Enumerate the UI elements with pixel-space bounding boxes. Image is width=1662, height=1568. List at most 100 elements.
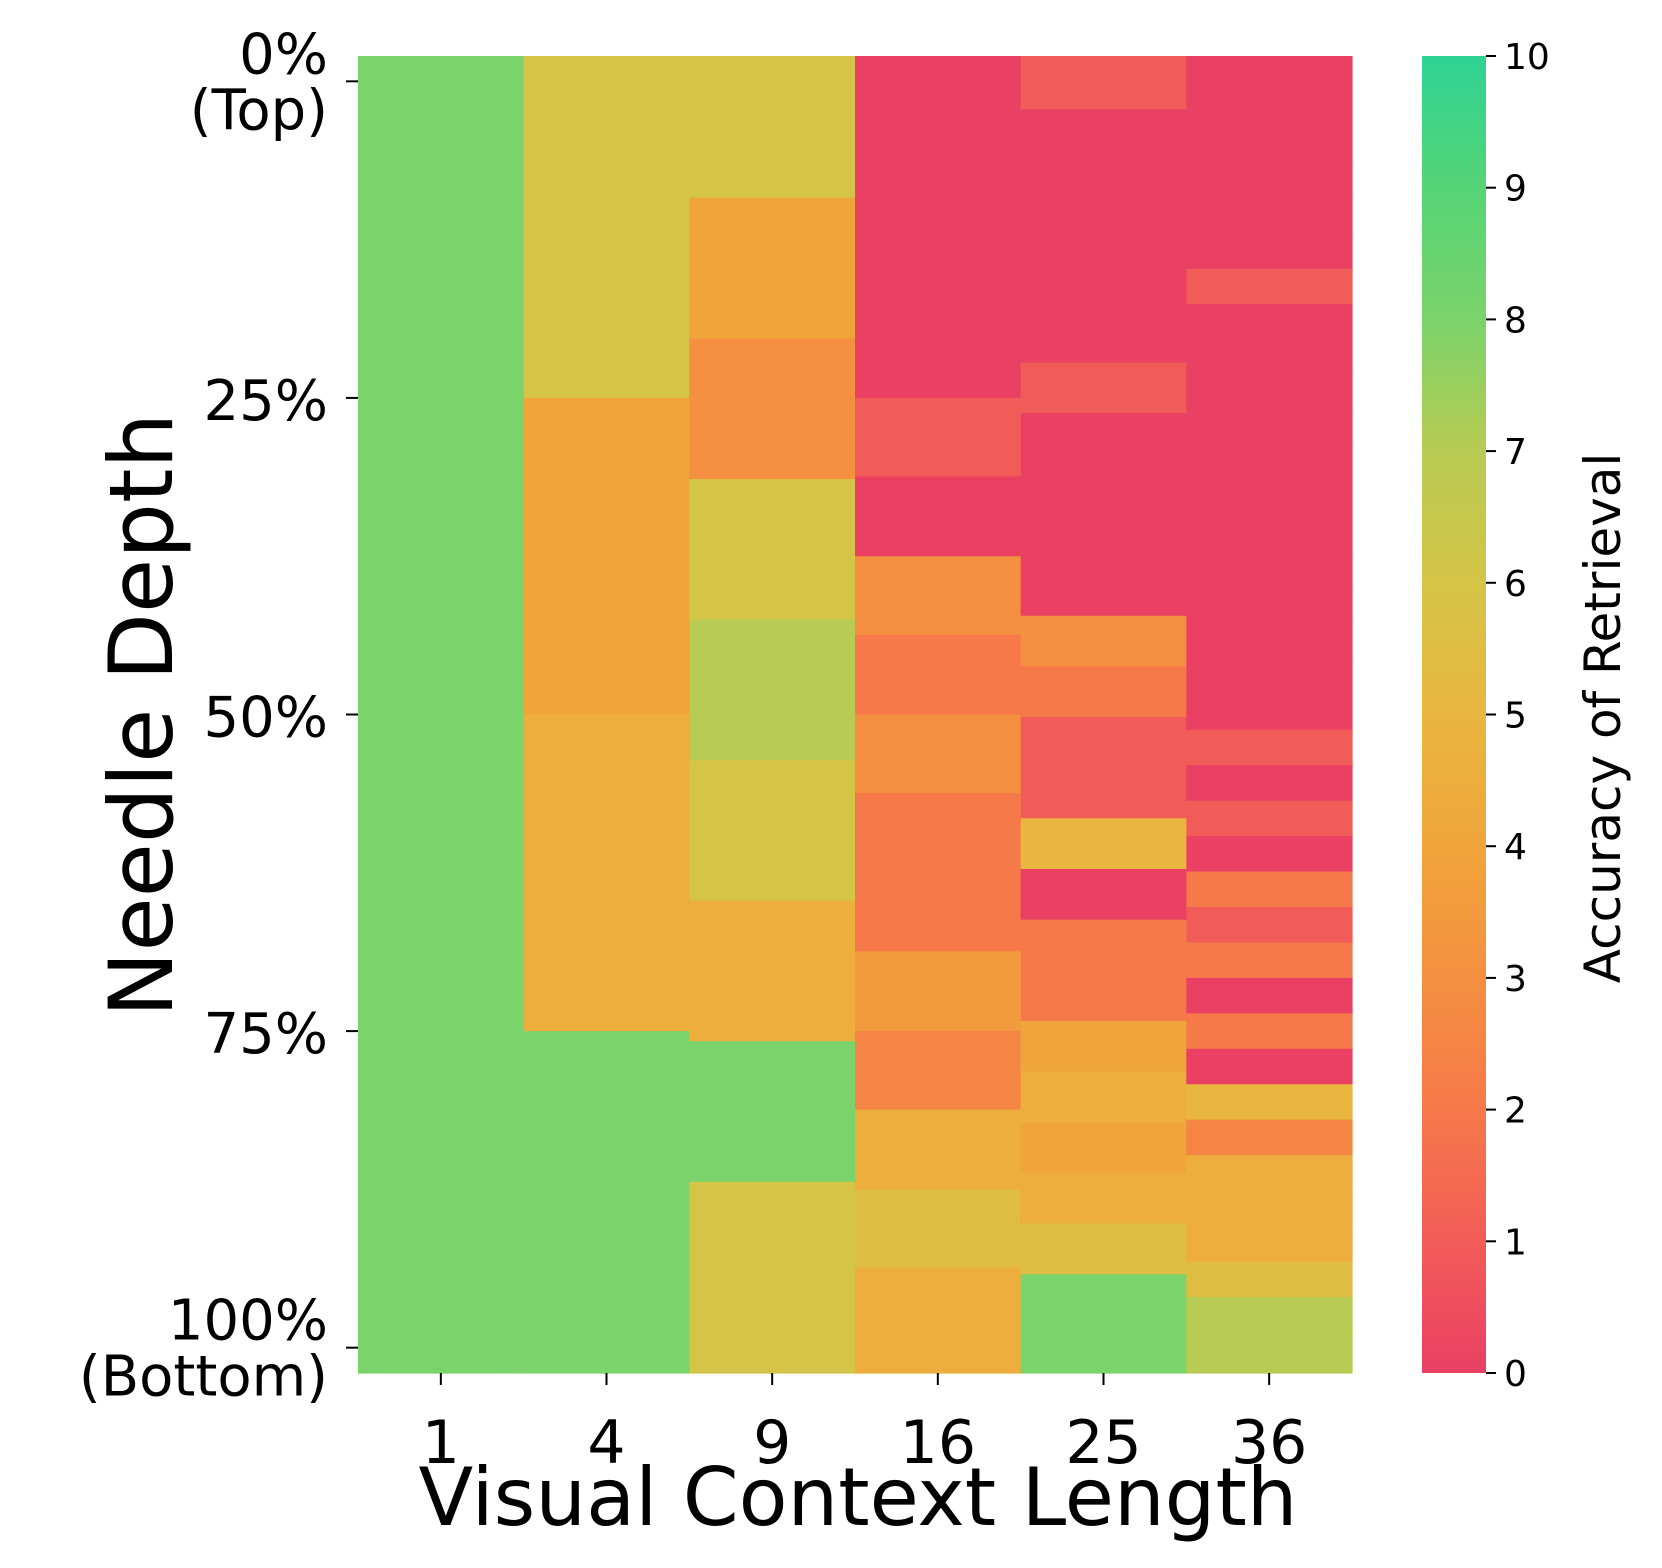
- colorbar-gradient: [1422, 56, 1486, 1373]
- heatmap-cell-9-7: [689, 1041, 856, 1183]
- heatmap-cell-25-20: [1020, 1071, 1187, 1123]
- colorbar: 0 1 2 3 4 5 6 7 8 9 10: [1422, 37, 1550, 1395]
- heatmap-cell-25-5: [1020, 311, 1187, 364]
- colorbar-tick-label: 3: [1504, 959, 1527, 1000]
- y-tick-label: (Bottom): [79, 1345, 328, 1410]
- heatmap-cell-25-24: [1020, 1274, 1187, 1326]
- heatmap-cell-36-16: [1186, 658, 1353, 695]
- heatmap-cell-36-24: [1186, 942, 1353, 979]
- heatmap-cell-9-4: [689, 619, 856, 761]
- heatmap-cell-36-23: [1186, 906, 1353, 944]
- heatmap-cell-36-22: [1186, 871, 1353, 908]
- colorbar-label: Accuracy of Retrieval: [1574, 453, 1632, 983]
- y-axis-ticks: 0%(Top) 25% 50% 75% 100%(Bottom): [79, 22, 358, 1410]
- heatmap-cell-16-12: [855, 1267, 1022, 1374]
- colorbar-tick-label: 10: [1504, 37, 1550, 78]
- heatmap-cell-36-20: [1186, 800, 1353, 837]
- heatmap-cell-25-13: [1020, 717, 1187, 769]
- heatmap-cell-36-26: [1186, 1013, 1353, 1050]
- heatmap-cell-25-12: [1020, 666, 1187, 718]
- colorbar-tick-label: 2: [1504, 1091, 1527, 1132]
- heatmap-cell-16-8: [855, 951, 1022, 1032]
- heatmap-cell-36-3: [1186, 197, 1353, 234]
- heatmap-cell-4-0: [523, 56, 690, 399]
- heatmap-cell-25-14: [1020, 767, 1187, 819]
- x-axis-label: Visual Context Length: [418, 1451, 1297, 1544]
- heatmap-cell-36-7: [1186, 339, 1353, 376]
- y-tick-label: 0%: [239, 22, 328, 87]
- heatmap-cell-4-2: [523, 714, 690, 1032]
- heatmap-cell-36-19: [1186, 765, 1353, 802]
- heatmap-cell-9-6: [689, 900, 856, 1042]
- heatmap-cell-25-10: [1020, 565, 1187, 617]
- heatmap-cell-36-27: [1186, 1048, 1353, 1085]
- heatmap-cell-16-6: [855, 793, 1022, 874]
- heatmap-cell-16-1: [855, 397, 1022, 478]
- heatmap-cell-25-23: [1020, 1223, 1187, 1275]
- heatmap-cell-25-18: [1020, 970, 1187, 1022]
- heatmap-cell-36-21: [1186, 836, 1353, 873]
- heatmap-cell-16-7: [855, 872, 1022, 952]
- heatmap-cell-25-16: [1020, 868, 1187, 921]
- y-tick-label: 50%: [204, 686, 328, 751]
- heatmap-cell-36-8: [1186, 375, 1353, 412]
- heatmap-cell-36-10: [1186, 446, 1353, 483]
- heatmap-cell-9-3: [689, 478, 856, 621]
- heatmap-cell-36-34: [1186, 1297, 1353, 1334]
- heatmap-cell-36-1: [1186, 126, 1353, 163]
- heatmap-cell-25-19: [1020, 1020, 1187, 1073]
- heatmap-cell-36-12: [1186, 516, 1353, 554]
- x-tick-label: 16: [900, 1408, 976, 1478]
- x-tick-label: 36: [1231, 1408, 1307, 1478]
- heatmap-cell-36-9: [1186, 410, 1353, 447]
- heatmap-cell-16-3: [855, 556, 1022, 636]
- heatmap-cell-25-2: [1020, 159, 1187, 212]
- heatmap-cell-36-32: [1186, 1226, 1353, 1263]
- heatmap-cell-16-5: [855, 714, 1022, 794]
- heatmap-cell-16-9: [855, 1031, 1022, 1111]
- heatmap-cell-25-21: [1020, 1122, 1187, 1174]
- colorbar-tick-label: 8: [1504, 300, 1527, 341]
- heatmap-cell-25-17: [1020, 919, 1187, 971]
- heatmap-cell-25-9: [1020, 514, 1187, 566]
- y-tick-label: 75%: [204, 1002, 328, 1067]
- heatmap-cell-36-0: [1186, 56, 1353, 128]
- heatmap-cell-36-25: [1186, 977, 1353, 1014]
- heatmap-cell-25-7: [1020, 413, 1187, 465]
- heatmap-cell-16-0: [855, 56, 1022, 399]
- y-axis-label: Needle Depth: [90, 413, 193, 1018]
- heatmap-cell-25-0: [1020, 56, 1187, 110]
- heatmap-cell-25-1: [1020, 109, 1187, 161]
- heatmap-cell-36-18: [1186, 729, 1353, 766]
- heatmap-cell-25-3: [1020, 210, 1187, 262]
- colorbar-tick-label: 7: [1504, 432, 1527, 473]
- heatmap-cell-36-2: [1186, 162, 1353, 199]
- heatmap-cell-25-6: [1020, 362, 1187, 414]
- heatmap-cell-25-11: [1020, 615, 1187, 667]
- heatmap-cell-36-28: [1186, 1084, 1353, 1121]
- heatmap-cell-9-1: [689, 197, 856, 339]
- heatmap-cell-36-13: [1186, 552, 1353, 589]
- colorbar-tick-label: 1: [1504, 1222, 1527, 1263]
- heatmap-cell-9-2: [689, 338, 856, 480]
- heatmap-cell-36-35: [1186, 1332, 1353, 1374]
- heatmap-cell-36-4: [1186, 233, 1353, 270]
- heatmap-cell-16-4: [855, 634, 1022, 716]
- heatmap-cell-4-3: [523, 1031, 690, 1374]
- colorbar-tick-label: 5: [1504, 696, 1527, 737]
- x-tick-label: 4: [587, 1408, 625, 1478]
- heatmap-cell-25-4: [1020, 261, 1187, 313]
- heatmap-cell-9-8: [689, 1181, 856, 1374]
- heatmap-cell-36-11: [1186, 481, 1353, 518]
- colorbar-tick-label: 4: [1504, 827, 1527, 868]
- x-tick-label: 9: [753, 1408, 791, 1478]
- heatmap-cell-36-15: [1186, 623, 1353, 660]
- heatmap-cell-36-5: [1186, 268, 1353, 305]
- heatmap-cell-25-15: [1020, 818, 1187, 870]
- heatmap-cell-16-11: [855, 1189, 1022, 1269]
- heatmap-cell-36-17: [1186, 694, 1353, 731]
- heatmap-cell-16-10: [855, 1109, 1022, 1190]
- heatmap-cell-36-30: [1186, 1155, 1353, 1192]
- heatmap-cell-25-22: [1020, 1172, 1187, 1225]
